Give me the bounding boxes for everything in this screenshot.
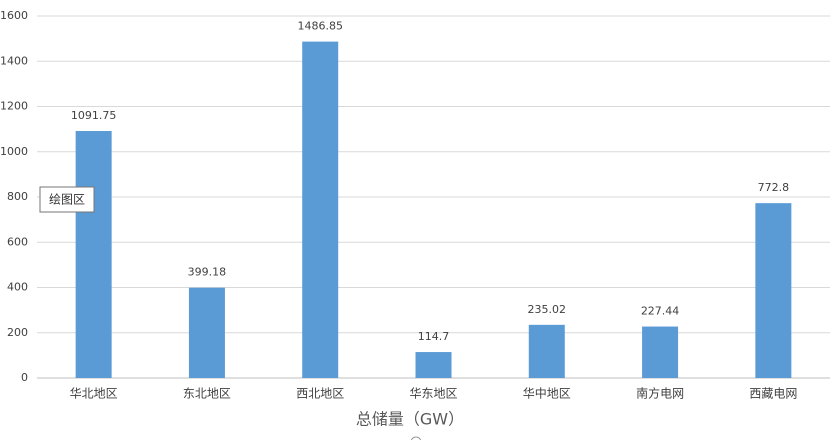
bar (302, 41, 339, 378)
x-tick-label: 华中地区 (523, 386, 571, 401)
bar (642, 326, 679, 378)
x-axis-title: 总储量（GW） (356, 410, 464, 429)
y-tick-label: 1400 (0, 54, 28, 67)
x-tick-label: 西藏电网 (749, 387, 797, 401)
bar (528, 324, 565, 378)
data-label: 1091.75 (71, 109, 117, 122)
x-tick-label: 华东地区 (409, 387, 457, 401)
data-label: 235.02 (528, 303, 567, 316)
x-tick-label: 南方电网 (636, 386, 684, 401)
y-tick-label: 1000 (0, 145, 28, 158)
y-tick-label: 600 (7, 235, 28, 248)
y-tick-label: 800 (7, 190, 28, 203)
data-label: 114.7 (418, 330, 450, 343)
bar (75, 130, 112, 378)
y-tick-label: 400 (7, 281, 28, 294)
bar (415, 352, 452, 378)
data-label: 227.44 (641, 305, 680, 318)
bar (188, 287, 225, 378)
x-tick-label: 东北地区 (183, 387, 231, 401)
x-tick-label: 华北地区 (70, 387, 118, 401)
y-tick-label: 1200 (0, 100, 28, 113)
tooltip-text: 绘图区 (49, 192, 85, 207)
data-label: 1486.85 (297, 20, 343, 33)
tooltip: 绘图区 (39, 186, 95, 213)
y-tick-label: 1600 (0, 9, 28, 22)
y-tick-label: 0 (21, 371, 28, 384)
bar (755, 203, 792, 378)
y-tick-label: 200 (7, 326, 28, 339)
tooltip-box (39, 186, 95, 213)
data-label: 772.8 (758, 181, 790, 194)
data-label: 399.18 (188, 266, 227, 279)
x-tick-label: 西北地区 (296, 387, 344, 401)
resize-handle (410, 436, 422, 440)
